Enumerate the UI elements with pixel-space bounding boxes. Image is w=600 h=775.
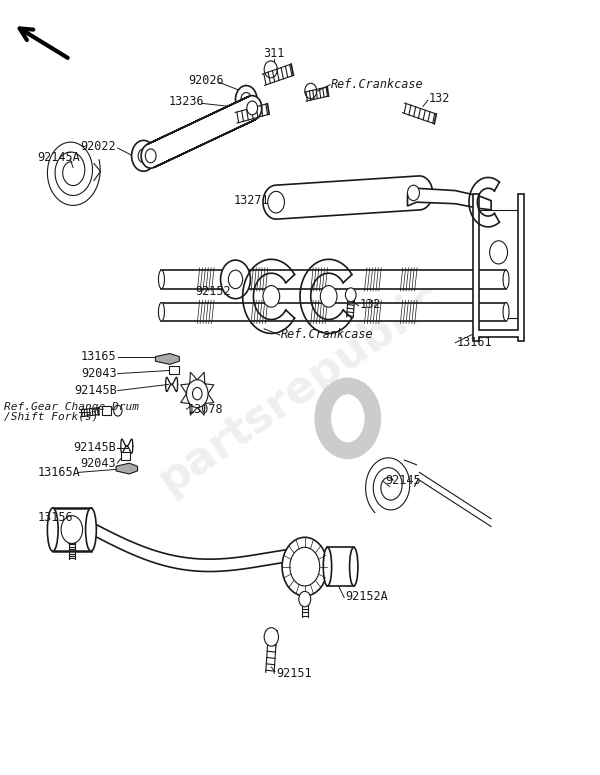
Text: 92145B: 92145B [73,441,116,454]
Polygon shape [407,188,491,210]
Ellipse shape [350,547,358,586]
Circle shape [264,628,278,646]
Text: 92026: 92026 [188,74,223,87]
Bar [328,547,354,586]
Text: Ref.Crankcase: Ref.Crankcase [331,78,424,91]
Text: 13078: 13078 [188,403,223,415]
Text: 13236: 13236 [169,95,205,109]
Text: 132: 132 [429,92,451,105]
Text: 92152A: 92152A [346,590,388,602]
Bar [161,302,506,321]
Circle shape [187,380,208,408]
Circle shape [282,537,328,596]
Text: 13165A: 13165A [37,466,80,479]
Text: /Shift Fork(s): /Shift Fork(s) [4,412,99,422]
Text: 92043: 92043 [81,367,116,380]
Text: Ref.Gear Change Drum: Ref.Gear Change Drum [4,401,139,412]
Circle shape [490,241,508,264]
Circle shape [193,388,202,400]
Circle shape [131,140,155,171]
Bar [161,270,506,288]
Polygon shape [473,195,524,341]
Polygon shape [116,463,137,474]
Ellipse shape [86,508,97,551]
Circle shape [138,149,149,163]
Circle shape [268,191,284,213]
Polygon shape [263,176,433,219]
Circle shape [61,515,83,543]
Text: partsrepublic: partsrepublic [150,274,450,501]
Text: 13165: 13165 [81,350,116,363]
Text: 92043: 92043 [80,456,116,470]
Text: 13161: 13161 [457,336,492,350]
Circle shape [247,101,257,115]
Circle shape [299,591,311,607]
Circle shape [241,92,251,106]
Text: 92152: 92152 [195,285,231,298]
Text: 311: 311 [263,47,284,60]
Circle shape [263,285,280,307]
Circle shape [229,270,242,288]
Text: 13271: 13271 [233,194,269,207]
Polygon shape [141,95,262,168]
Text: 92022: 92022 [80,140,116,153]
Polygon shape [155,353,179,364]
Circle shape [346,288,356,301]
Bar [121,453,130,460]
Circle shape [221,260,250,298]
Ellipse shape [503,270,509,288]
Circle shape [320,285,337,307]
Ellipse shape [158,302,164,321]
Text: 92151: 92151 [276,666,312,680]
Bar [102,406,111,415]
Text: 132: 132 [360,298,381,311]
Text: 92145B: 92145B [74,384,116,397]
Circle shape [264,61,277,78]
Ellipse shape [47,508,58,551]
Ellipse shape [323,547,332,586]
Bar [53,508,91,551]
Text: 13156: 13156 [37,511,73,524]
Circle shape [305,83,317,98]
Ellipse shape [503,302,509,321]
Circle shape [145,149,156,163]
Text: 92145A: 92145A [37,151,80,164]
Circle shape [235,85,257,113]
Text: 92145: 92145 [385,474,421,487]
Text: Ref.Crankcase: Ref.Crankcase [281,329,374,342]
Bar [169,366,179,374]
Circle shape [407,185,419,201]
Ellipse shape [158,270,164,288]
Circle shape [290,547,320,586]
Circle shape [113,405,122,416]
